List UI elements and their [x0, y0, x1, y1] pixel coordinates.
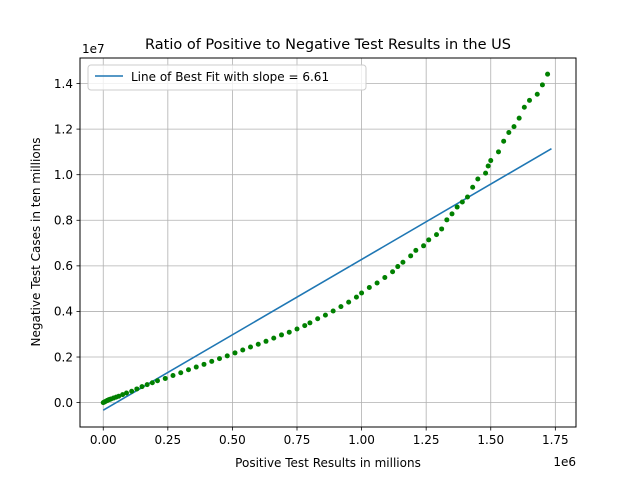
- data-point: [516, 115, 522, 121]
- data-point: [545, 71, 551, 77]
- y-tick-label: 0.2: [54, 350, 73, 364]
- data-point: [232, 350, 238, 356]
- data-point: [279, 332, 284, 338]
- x-tick-label: 1.50: [477, 433, 504, 447]
- x-tick-label: 1.00: [348, 433, 375, 447]
- plot-area: [100, 71, 552, 411]
- data-point: [353, 294, 359, 300]
- x-tick-label: 0.25: [154, 433, 181, 447]
- legend: Line of Best Fit with slope = 6.61: [87, 64, 367, 91]
- data-point: [485, 163, 491, 169]
- y-axis-label: Negative Test Cases in ten millions: [29, 137, 43, 346]
- x-tick-label: 1.75: [542, 433, 569, 447]
- data-point: [408, 253, 414, 259]
- data-point: [426, 237, 432, 243]
- data-point: [162, 375, 168, 381]
- data-point: [496, 149, 501, 155]
- data-point: [539, 82, 545, 88]
- grid: [80, 58, 576, 427]
- x-axis-label: Positive Test Results in millions: [235, 456, 421, 470]
- data-point: [307, 320, 313, 326]
- data-point: [413, 247, 419, 253]
- data-point: [382, 274, 388, 280]
- data-point: [374, 280, 380, 286]
- data-point: [193, 364, 199, 370]
- data-point: [302, 323, 308, 329]
- data-point: [421, 243, 427, 249]
- y-tick-label: 1.0: [54, 168, 73, 182]
- data-point: [470, 184, 476, 190]
- data-point: [201, 361, 207, 367]
- data-point: [322, 312, 328, 318]
- data-point: [178, 370, 184, 376]
- data-point: [124, 390, 129, 396]
- data-point: [527, 97, 532, 103]
- data-point: [346, 299, 352, 305]
- data-point: [521, 104, 527, 110]
- data-point: [170, 372, 176, 378]
- x-tick-label: 0.00: [90, 433, 117, 447]
- data-point: [449, 211, 455, 217]
- y-tick-label: 0.6: [54, 259, 73, 273]
- data-point: [534, 91, 540, 97]
- data-point: [129, 388, 135, 394]
- data-point: [240, 347, 246, 353]
- x-tick-label: 1.25: [413, 433, 440, 447]
- x-offset-label: 1e6: [553, 455, 576, 469]
- data-point: [248, 344, 253, 350]
- data-point: [459, 199, 465, 205]
- y-tick-label: 1.4: [54, 77, 73, 91]
- data-point: [501, 138, 507, 144]
- data-point: [439, 226, 445, 232]
- axes-frame: [79, 57, 577, 428]
- legend-box: [87, 64, 367, 91]
- best-fit-line: [102, 148, 552, 411]
- data-point: [390, 269, 396, 275]
- data-point: [271, 335, 277, 341]
- y-axis-ticks: 0.0 0.2 0.4 0.6 0.8 1.0 1.2 1.4: [54, 77, 80, 410]
- data-point: [155, 378, 160, 384]
- data-point: [116, 393, 122, 399]
- data-point: [444, 217, 450, 223]
- data-point: [454, 204, 460, 210]
- data-point: [186, 367, 191, 373]
- x-tick-label: 0.75: [284, 433, 311, 447]
- data-point: [209, 358, 215, 364]
- data-point: [224, 353, 230, 359]
- data-point: [134, 386, 140, 392]
- x-tick-label: 0.50: [219, 433, 246, 447]
- y-tick-label: 0.0: [54, 396, 73, 410]
- data-point: [139, 384, 145, 390]
- legend-label: Line of Best Fit with slope = 6.61: [131, 70, 329, 84]
- data-point: [144, 382, 150, 388]
- data-point: [286, 329, 292, 335]
- data-point: [483, 170, 489, 176]
- data-point: [315, 316, 321, 322]
- data-point: [338, 304, 344, 310]
- data-point: [149, 380, 155, 386]
- data-point: [263, 338, 269, 344]
- y-tick-label: 1.2: [54, 122, 73, 136]
- data-point: [506, 130, 512, 136]
- data-point: [294, 326, 300, 332]
- data-point: [366, 285, 372, 291]
- y-tick-label: 0.4: [54, 305, 73, 319]
- chart-title: Ratio of Positive to Negative Test Resul…: [145, 37, 511, 53]
- data-point: [255, 341, 261, 347]
- data-point: [359, 290, 365, 296]
- x-axis-ticks: 0.00 0.25 0.50 0.75 1.00 1.25 1.50 1.75: [90, 427, 569, 447]
- y-tick-label: 0.8: [54, 214, 73, 228]
- data-point: [395, 264, 401, 270]
- data-point: [400, 259, 406, 265]
- data-point: [217, 356, 222, 362]
- data-point: [475, 176, 481, 182]
- data-point: [465, 194, 470, 200]
- data-point: [120, 392, 126, 398]
- y-offset-label: 1e7: [82, 42, 105, 56]
- data-point: [488, 158, 494, 164]
- data-point: [330, 308, 336, 314]
- data-point: [434, 232, 439, 238]
- data-point: [511, 124, 517, 130]
